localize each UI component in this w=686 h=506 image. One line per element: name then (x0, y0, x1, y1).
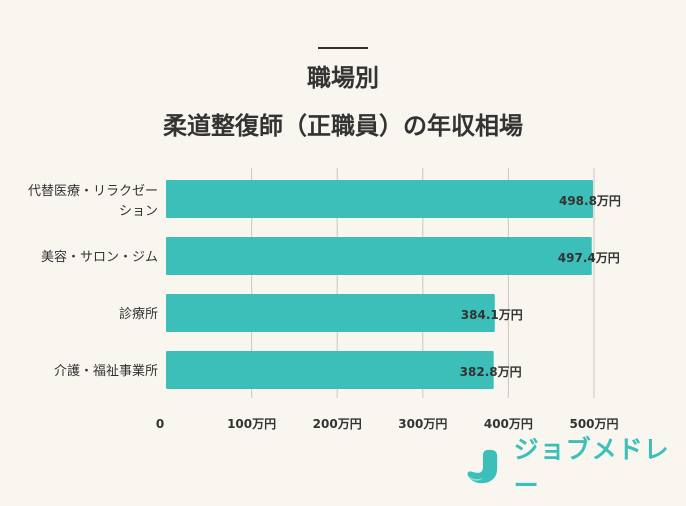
x-tick-label: 0 (156, 417, 164, 431)
x-tick-label: 100万円 (227, 417, 276, 431)
data-label: 384.1万円 (461, 308, 523, 322)
bar (166, 180, 593, 218)
data-label: 498.8万円 (559, 194, 621, 208)
brand-name: ジョブメドレー (513, 435, 670, 500)
chart-title: 職場別 (307, 64, 379, 92)
category-label: 美容・サロン・ジム (41, 249, 158, 265)
category-label: ション (119, 204, 158, 219)
brand-logo[interactable]: ジョブメドレー (464, 435, 686, 500)
category-label: 診療所 (119, 306, 158, 322)
title-divider (318, 47, 368, 49)
jobmedley-logo-icon (467, 449, 498, 484)
x-tick-label: 300万円 (398, 417, 447, 431)
data-label: 497.4万円 (558, 251, 620, 265)
x-tick-label: 400万円 (484, 417, 533, 431)
bar-chart: 0 100万円 200万円 300万円 400万円 500万円 498.8万円 代替医療・リラ… (28, 168, 621, 431)
category-label: 介護・福祉事業所 (54, 363, 158, 379)
category-label: 代替医療・リラクゼー (28, 184, 158, 199)
chart-subtitle: 柔道整復師（正職員）の年収相場 (163, 112, 523, 140)
bar (166, 294, 495, 332)
bar (166, 237, 592, 275)
x-tick-label: 200万円 (313, 417, 362, 431)
data-label: 382.8万円 (460, 365, 522, 379)
x-tick-label: 500万円 (569, 417, 618, 431)
bar (166, 351, 494, 389)
